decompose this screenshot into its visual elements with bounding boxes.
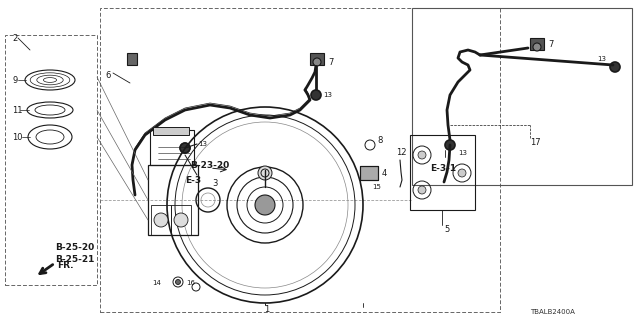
Text: 7: 7 xyxy=(548,39,554,49)
Bar xyxy=(148,165,198,235)
Text: E-3-1: E-3-1 xyxy=(430,164,456,172)
Text: 11: 11 xyxy=(12,106,22,115)
Circle shape xyxy=(533,43,541,51)
Text: 14: 14 xyxy=(152,280,161,286)
Text: 9: 9 xyxy=(12,76,17,84)
Text: FR.: FR. xyxy=(57,260,74,269)
Text: 12: 12 xyxy=(396,148,406,156)
Text: 8: 8 xyxy=(377,135,382,145)
Bar xyxy=(5,35,97,285)
Circle shape xyxy=(418,151,426,159)
Bar xyxy=(171,205,191,235)
Circle shape xyxy=(311,90,321,100)
Circle shape xyxy=(174,213,188,227)
Text: 5: 5 xyxy=(444,226,449,235)
Text: 4: 4 xyxy=(382,169,387,178)
Text: 7: 7 xyxy=(328,58,333,67)
Text: 6: 6 xyxy=(105,70,110,79)
Bar xyxy=(151,205,171,235)
Text: B-23-20: B-23-20 xyxy=(190,161,229,170)
Circle shape xyxy=(175,279,180,284)
Bar xyxy=(150,130,194,165)
Bar xyxy=(360,166,378,180)
Bar xyxy=(360,166,378,180)
Circle shape xyxy=(258,166,272,180)
Circle shape xyxy=(154,213,168,227)
Circle shape xyxy=(313,58,321,66)
Text: 10: 10 xyxy=(12,132,22,141)
Bar xyxy=(153,127,189,135)
Text: 13: 13 xyxy=(323,92,332,98)
Circle shape xyxy=(255,195,275,215)
Text: 17: 17 xyxy=(530,138,541,147)
Bar xyxy=(310,53,324,65)
Text: 3: 3 xyxy=(212,179,218,188)
Text: 2: 2 xyxy=(12,34,17,43)
Circle shape xyxy=(418,186,426,194)
Text: B-25-20: B-25-20 xyxy=(55,244,94,252)
Circle shape xyxy=(610,62,620,72)
Text: TBALB2400A: TBALB2400A xyxy=(530,309,575,315)
Text: 1: 1 xyxy=(264,306,269,315)
Circle shape xyxy=(180,143,190,153)
Bar xyxy=(530,38,544,50)
Text: 13: 13 xyxy=(198,141,207,147)
Text: 15: 15 xyxy=(372,184,381,190)
Bar xyxy=(410,135,475,210)
Circle shape xyxy=(445,140,455,150)
Bar xyxy=(127,53,137,65)
Text: B-25-21: B-25-21 xyxy=(55,255,94,265)
Text: 13: 13 xyxy=(597,56,606,62)
Bar xyxy=(100,8,500,312)
Circle shape xyxy=(458,169,466,177)
Text: 16: 16 xyxy=(186,280,195,286)
Text: 13: 13 xyxy=(458,150,467,156)
Text: E-3: E-3 xyxy=(185,175,201,185)
Bar xyxy=(412,8,632,185)
